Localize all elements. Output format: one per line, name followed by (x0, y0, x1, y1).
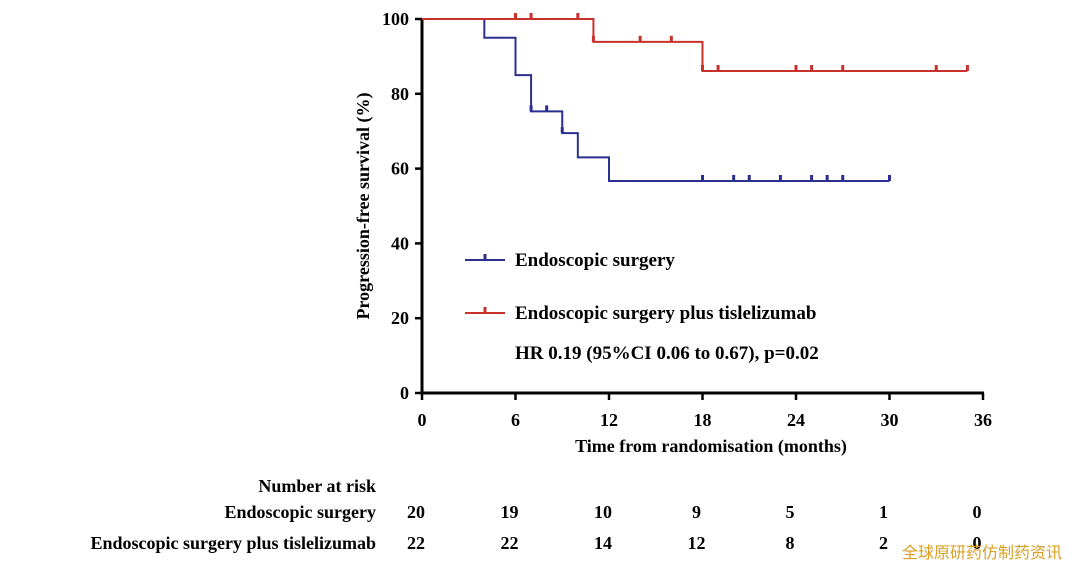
survival-line (422, 18, 968, 72)
series-2 (422, 13, 969, 72)
risk-count: 8 (786, 533, 795, 553)
risk-count: 0 (973, 502, 982, 522)
y-axis-label: Progression-free survival (%) (353, 93, 374, 320)
risk-count: 14 (594, 533, 612, 553)
risk-row-label: Endoscopic surgery (224, 502, 376, 522)
risk-count: 20 (407, 502, 425, 522)
risk-count: 0 (973, 533, 982, 553)
x-tick-label: 6 (511, 410, 520, 430)
risk-count: 10 (594, 502, 612, 522)
y-tick-label: 20 (391, 308, 409, 328)
legend-label: Endoscopic surgery (515, 250, 675, 271)
hr-annotation: HR 0.19 (95%CI 0.06 to 0.67), p=0.02 (515, 343, 819, 364)
risk-count: 9 (692, 502, 701, 522)
legend: Endoscopic surgery Endoscopic surgery plu… (465, 250, 816, 324)
series-1 (422, 18, 891, 182)
x-axis-label: Time from randomisation (months) (575, 436, 847, 457)
risk-count: 22 (407, 533, 425, 553)
risk-count: 5 (786, 502, 795, 522)
risk-count: 12 (688, 533, 706, 553)
risk-table-title: Number at risk (258, 476, 376, 496)
survival-curves (422, 13, 969, 182)
x-tick-label: 18 (694, 410, 712, 430)
x-tick-label: 30 (881, 410, 899, 430)
x-tick-label: 12 (600, 410, 618, 430)
risk-count: 1 (879, 502, 888, 522)
axes: 0 6 12 18 24 30 36 0 20 40 60 80 100 (382, 9, 992, 430)
y-tick-label: 0 (400, 383, 409, 403)
y-tick-label: 60 (391, 159, 409, 179)
risk-count: 22 (501, 533, 519, 553)
watermark: 全球原研药仿制药资讯 (901, 543, 1062, 562)
legend-item: Endoscopic surgery plus tislelizumab (465, 303, 816, 324)
legend-item: Endoscopic surgery (465, 250, 675, 271)
risk-count: 2 (879, 533, 888, 553)
y-tick-label: 80 (391, 84, 409, 104)
risk-row-label: Endoscopic surgery plus tislelizumab (90, 533, 376, 553)
y-tick-label: 100 (382, 9, 409, 29)
risk-row: Endoscopic surgery plus tislelizumab 22 22… (90, 533, 981, 553)
x-tick-label: 36 (974, 410, 992, 430)
risk-row: Endoscopic surgery 20 19 10 9 5 1 0 (224, 502, 981, 522)
x-tick-label: 24 (787, 410, 805, 430)
survival-line (422, 18, 890, 182)
x-tick-label: 0 (418, 410, 427, 430)
risk-count: 19 (501, 502, 519, 522)
y-tick-label: 40 (391, 233, 409, 253)
legend-label: Endoscopic surgery plus tislelizumab (515, 303, 816, 324)
